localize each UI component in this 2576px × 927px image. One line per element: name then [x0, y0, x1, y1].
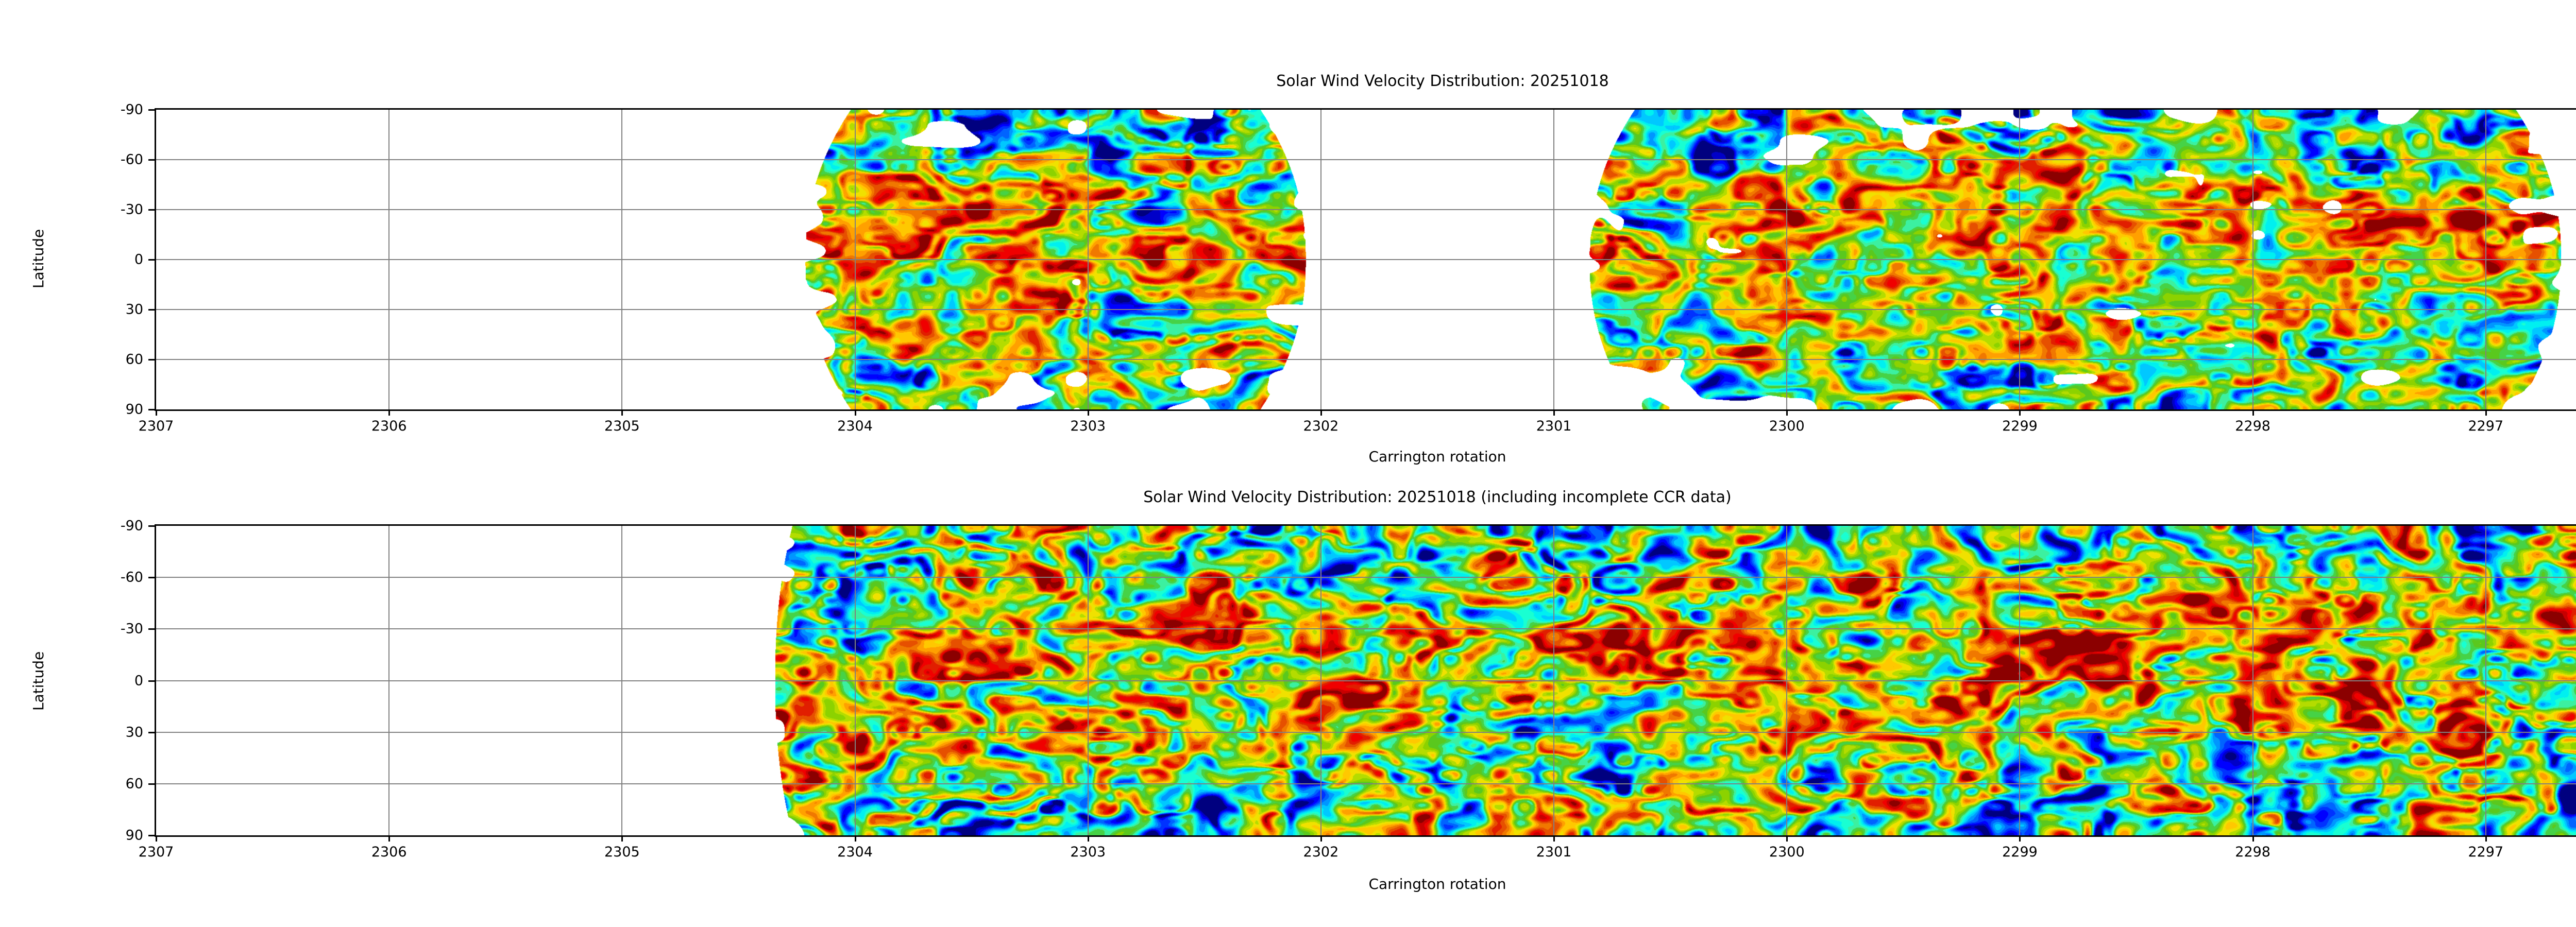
y-tick-label: 90 — [125, 401, 143, 418]
x-tick-mark — [156, 409, 157, 416]
x-tick-label: 2307 — [138, 418, 174, 434]
x-tick-label: 2298 — [2235, 418, 2270, 434]
x-tick-mark — [854, 409, 856, 416]
y-tick-label: -60 — [120, 151, 143, 168]
y-tick-mark — [148, 577, 155, 579]
y-tick-mark — [148, 109, 155, 111]
panel-top-title: Solar Wind Velocity Distribution: 202510… — [1276, 72, 1609, 90]
y-tick-mark — [148, 628, 155, 630]
x-tick-mark — [621, 835, 623, 842]
gridline-horizontal — [156, 577, 2576, 578]
panel-bottom-ylabel: Latitude — [30, 651, 47, 711]
y-tick-label: 60 — [125, 351, 143, 368]
x-tick-label: 2306 — [371, 844, 407, 860]
gridline-horizontal — [156, 259, 2576, 260]
y-tick-label: 0 — [134, 673, 143, 689]
y-tick-mark — [148, 525, 155, 527]
y-tick-label: -90 — [120, 518, 143, 534]
y-tick-label: -90 — [120, 101, 143, 118]
y-tick-mark — [148, 409, 155, 410]
x-tick-mark — [1553, 835, 1555, 842]
y-tick-label: 90 — [125, 827, 143, 844]
x-tick-mark — [1087, 409, 1089, 416]
gridline-horizontal — [156, 783, 2576, 784]
panel-top-xlabel: Carrington rotation — [1368, 448, 1506, 465]
x-tick-label: 2300 — [1769, 418, 1805, 434]
panel-bottom-title: Solar Wind Velocity Distribution: 202510… — [1143, 488, 1732, 506]
x-tick-mark — [1786, 409, 1788, 416]
panel-bottom-xlabel: Carrington rotation — [1368, 876, 1506, 892]
x-tick-label: 2305 — [604, 418, 640, 434]
y-tick-label: 30 — [125, 301, 143, 318]
y-tick-label: 60 — [125, 776, 143, 792]
x-tick-label: 2299 — [2002, 844, 2038, 860]
x-tick-mark — [2252, 835, 2254, 842]
x-tick-mark — [854, 835, 856, 842]
gridline-horizontal — [156, 731, 2576, 733]
y-tick-mark — [148, 259, 155, 261]
x-tick-label: 2300 — [1769, 844, 1805, 860]
x-tick-mark — [1786, 835, 1788, 842]
x-tick-label: 2304 — [837, 418, 873, 434]
gridline-horizontal — [156, 680, 2576, 681]
x-tick-mark — [1320, 409, 1322, 416]
x-tick-label: 2301 — [1536, 418, 1572, 434]
y-tick-mark — [148, 731, 155, 733]
y-tick-mark — [148, 359, 155, 360]
x-tick-mark — [156, 835, 157, 842]
y-tick-label: -30 — [120, 621, 143, 637]
panel-bottom-plot-area — [155, 524, 2576, 837]
x-tick-label: 2306 — [371, 418, 407, 434]
y-tick-mark — [148, 209, 155, 211]
panel-top-ylabel: Latitude — [30, 229, 47, 288]
x-tick-mark — [1087, 835, 1089, 842]
x-tick-label: 2307 — [138, 844, 174, 860]
x-tick-label: 2298 — [2235, 844, 2270, 860]
x-tick-label: 2305 — [604, 844, 640, 860]
x-tick-label: 2297 — [2468, 844, 2504, 860]
x-tick-mark — [1320, 835, 1322, 842]
y-tick-label: 0 — [134, 251, 143, 268]
y-tick-mark — [148, 159, 155, 161]
x-tick-mark — [388, 409, 391, 416]
y-tick-mark — [148, 680, 155, 682]
x-tick-mark — [2485, 835, 2487, 842]
y-tick-mark — [148, 309, 155, 311]
x-tick-label: 2302 — [1303, 418, 1339, 434]
x-tick-label: 2301 — [1536, 844, 1572, 860]
panel-top-plot-area — [155, 108, 2576, 411]
x-tick-label: 2299 — [2002, 418, 2038, 434]
y-tick-mark — [148, 783, 155, 785]
x-tick-mark — [621, 409, 623, 416]
x-tick-label: 2302 — [1303, 844, 1339, 860]
x-tick-mark — [1553, 409, 1555, 416]
gridline-horizontal — [156, 209, 2576, 210]
x-tick-label: 2297 — [2468, 418, 2504, 434]
gridline-horizontal — [156, 359, 2576, 360]
x-tick-mark — [2019, 409, 2021, 416]
x-tick-mark — [2485, 409, 2487, 416]
gridline-horizontal — [156, 628, 2576, 630]
y-tick-label: -60 — [120, 569, 143, 586]
x-tick-mark — [388, 835, 391, 842]
x-tick-label: 2303 — [1070, 844, 1106, 860]
x-tick-label: 2303 — [1070, 418, 1106, 434]
gridline-horizontal — [156, 309, 2576, 310]
x-tick-label: 2304 — [837, 844, 873, 860]
y-tick-label: -30 — [120, 201, 143, 218]
x-tick-mark — [2252, 409, 2254, 416]
y-tick-label: 30 — [125, 724, 143, 741]
y-tick-mark — [148, 835, 155, 836]
gridline-horizontal — [156, 159, 2576, 160]
x-tick-mark — [2019, 835, 2021, 842]
